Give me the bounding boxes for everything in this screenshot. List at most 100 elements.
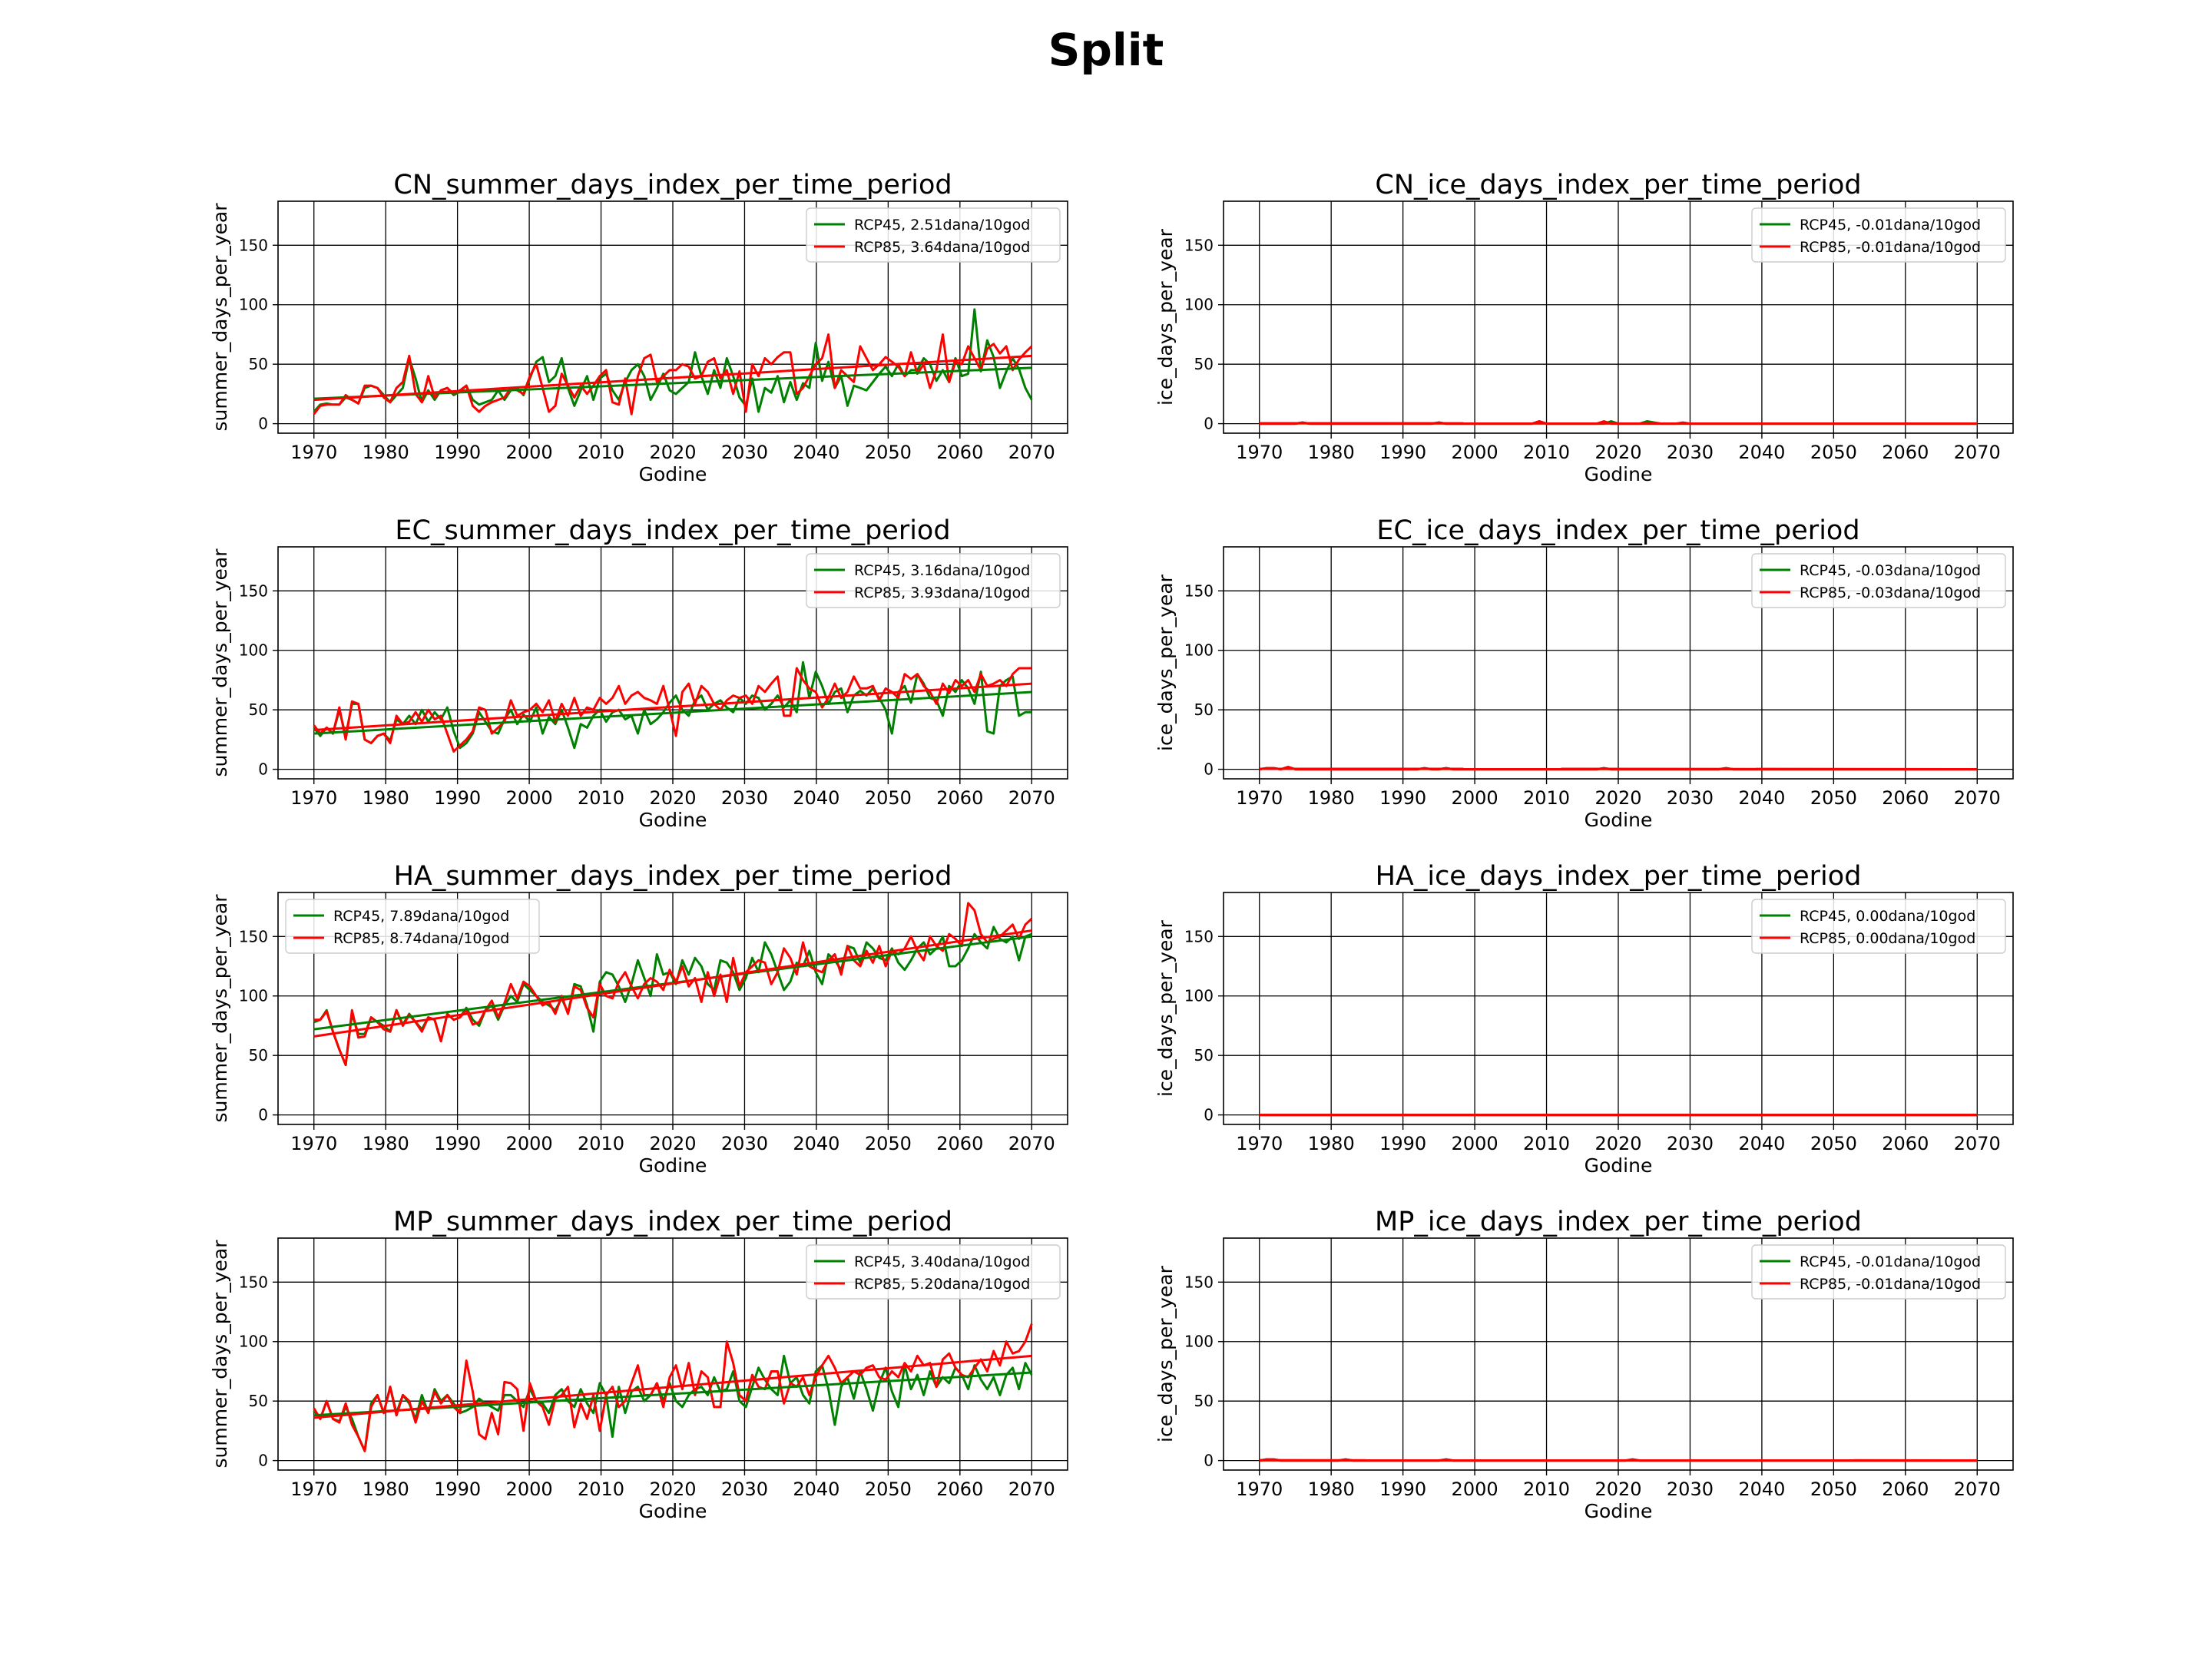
x-tick-label: 2020 (1594, 1479, 1641, 1500)
x-tick-label: 1990 (1379, 1479, 1426, 1500)
chart-title: CN_ice_days_index_per_time_period (1375, 170, 1861, 200)
x-tick-label: 2050 (1810, 787, 1857, 809)
x-tick-label: 2070 (1008, 787, 1055, 809)
x-axis-label: Godine (1584, 1500, 1653, 1522)
x-tick-label: 2070 (1954, 1479, 2001, 1500)
legend-box (1751, 1244, 2006, 1300)
y-tick-label: 0 (258, 1452, 268, 1470)
x-tick-label: 2070 (1008, 442, 1055, 463)
chart-title: MP_ice_days_index_per_time_period (1375, 1207, 1862, 1237)
chart-panel-cn_summer: CN_summer_days_index_per_time_period 1970… (209, 170, 1068, 485)
y-tick-label: 100 (239, 987, 268, 1005)
x-axis-label: Godine (639, 1154, 707, 1177)
x-tick-label: 1990 (434, 1133, 481, 1154)
x-tick-label: 2070 (1008, 1479, 1055, 1500)
x-tick-label: 2060 (936, 1133, 983, 1154)
x-tick-label: 2060 (1882, 1133, 1929, 1154)
y-tick-label: 100 (239, 1333, 268, 1351)
chart-panel-mp_summer: MP_summer_days_index_per_time_period 1970… (209, 1207, 1068, 1522)
chart-title: EC_ice_days_index_per_time_period (1376, 515, 1859, 546)
y-axis-label: summer_days_per_year (209, 1240, 231, 1469)
y-axis-label: ice_days_per_year (1154, 919, 1177, 1097)
x-tick-label: 2070 (1954, 442, 2001, 463)
legend-box (806, 207, 1061, 263)
legend-entry: RCP85, -0.01dana/10god (1800, 239, 1981, 256)
trend-line-rcp85 (313, 354, 1032, 402)
x-tick-label: 2000 (506, 1133, 553, 1154)
legend-box (1751, 207, 2006, 263)
x-tick-label: 2020 (1594, 1133, 1641, 1154)
trend-line-rcp85 (313, 682, 1032, 731)
y-axis-label: ice_days_per_year (1154, 574, 1177, 751)
x-tick-label: 2020 (1594, 787, 1641, 809)
chart-title: HA_ice_days_index_per_time_period (1376, 861, 1862, 892)
x-tick-label: 2060 (1882, 442, 1929, 463)
legend: RCP45, 2.51dana/10god RCP85, 3.64dana/10g… (806, 207, 1061, 263)
y-tick-label: 150 (239, 581, 268, 600)
chart-title: CN_summer_days_index_per_time_period (393, 170, 952, 200)
x-tick-label: 2040 (793, 787, 839, 809)
y-axis-label: summer_days_per_year (209, 894, 231, 1123)
x-tick-label: 2040 (793, 1479, 839, 1500)
y-tick-label: 0 (1204, 1106, 1214, 1124)
x-tick-label: 2070 (1954, 787, 2001, 809)
y-tick-label: 50 (249, 700, 268, 719)
x-tick-label: 1970 (290, 787, 337, 809)
legend-box (285, 899, 540, 954)
x-axis-label: Godine (639, 809, 707, 831)
x-tick-label: 2050 (1810, 442, 1857, 463)
x-tick-label: 1970 (1236, 442, 1283, 463)
x-tick-label: 2000 (1452, 1479, 1498, 1500)
x-tick-label: 1990 (1379, 1133, 1426, 1154)
x-tick-label: 2060 (936, 442, 983, 463)
x-tick-label: 2000 (1452, 442, 1498, 463)
legend: RCP45, 0.00dana/10god RCP85, 0.00dana/10g… (1751, 899, 2006, 954)
x-tick-label: 1990 (1379, 442, 1426, 463)
x-tick-label: 1990 (434, 442, 481, 463)
x-tick-label: 2050 (865, 1479, 912, 1500)
x-axis-label: Godine (639, 1500, 707, 1522)
x-tick-label: 1990 (1379, 787, 1426, 809)
y-tick-label: 150 (239, 1273, 268, 1291)
chart-title: EC_summer_days_index_per_time_period (395, 515, 950, 546)
x-tick-label: 1970 (1236, 1133, 1283, 1154)
chart-title: MP_summer_days_index_per_time_period (393, 1207, 952, 1237)
x-tick-label: 2020 (649, 1479, 696, 1500)
y-tick-label: 0 (1204, 1452, 1214, 1470)
x-tick-label: 1980 (363, 442, 409, 463)
x-tick-label: 2060 (1882, 787, 1929, 809)
x-tick-label: 1970 (290, 1479, 337, 1500)
legend-entry: RCP45, 3.16dana/10god (854, 562, 1030, 579)
x-tick-label: 2000 (1452, 787, 1498, 809)
legend: RCP45, 3.16dana/10god RCP85, 3.93dana/10g… (806, 553, 1061, 608)
y-tick-label: 100 (1184, 1333, 1214, 1351)
figure-suptitle: Split (1048, 24, 1164, 76)
x-tick-label: 2010 (1523, 787, 1570, 809)
x-tick-label: 2040 (1738, 1479, 1785, 1500)
y-tick-label: 100 (239, 296, 268, 314)
y-tick-label: 50 (1194, 700, 1214, 719)
x-tick-label: 2010 (1523, 1479, 1570, 1500)
x-tick-label: 2000 (506, 442, 553, 463)
y-tick-label: 0 (258, 1106, 268, 1124)
x-tick-label: 1980 (363, 1133, 409, 1154)
x-tick-label: 2040 (1738, 442, 1785, 463)
trend-line-rcp85 (313, 929, 1032, 1038)
panels-grid: CN_summer_days_index_per_time_period 1970… (209, 170, 2014, 1522)
legend-entry: RCP85, 3.64dana/10god (854, 239, 1030, 256)
x-tick-label: 2020 (1594, 442, 1641, 463)
y-tick-label: 100 (1184, 987, 1214, 1005)
legend-entry: RCP85, -0.03dana/10god (1800, 584, 1981, 601)
y-tick-label: 0 (258, 415, 268, 433)
y-tick-label: 100 (1184, 296, 1214, 314)
chart-panel-cn_ice: CN_ice_days_index_per_time_period 1970 198… (1154, 170, 2014, 485)
chart-panel-ha_ice: HA_ice_days_index_per_time_period 1970 198… (1154, 861, 2014, 1177)
x-tick-label: 2070 (1008, 1133, 1055, 1154)
y-tick-label: 150 (239, 236, 268, 254)
x-tick-label: 2050 (1810, 1133, 1857, 1154)
x-tick-label: 2060 (936, 1479, 983, 1500)
x-axis-label: Godine (1584, 809, 1653, 831)
x-tick-label: 1980 (363, 1479, 409, 1500)
legend-box (1751, 899, 2006, 954)
